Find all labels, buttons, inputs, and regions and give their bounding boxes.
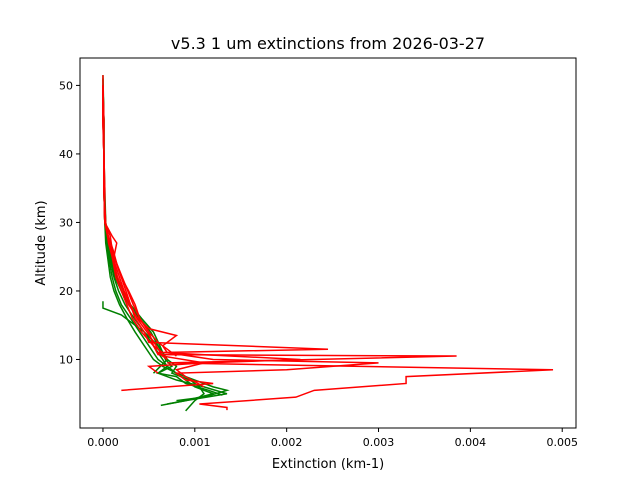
series-line-red-11 bbox=[102, 99, 177, 357]
series-line-red-10 bbox=[102, 85, 205, 388]
y-tick-label: 50 bbox=[59, 79, 73, 92]
plot-lines bbox=[102, 75, 554, 412]
y-tick-label: 30 bbox=[59, 216, 73, 229]
x-tick-label: 0.002 bbox=[271, 436, 303, 449]
x-tick-label: 0.003 bbox=[363, 436, 395, 449]
axes-frame bbox=[79, 57, 577, 429]
series-line-green-4 bbox=[102, 92, 223, 396]
x-tick-label: 0.000 bbox=[87, 436, 119, 449]
x-ticks: 0.000 0.001 0.002 0.003 0.004 0.005 bbox=[87, 428, 578, 449]
y-tick-label: 40 bbox=[59, 148, 73, 161]
y-tick-label: 20 bbox=[59, 285, 73, 298]
x-tick-label: 0.005 bbox=[546, 436, 578, 449]
series-line-red-9 bbox=[102, 92, 301, 374]
y-tick-label: 10 bbox=[59, 353, 73, 366]
x-tick-label: 0.004 bbox=[455, 436, 487, 449]
y-ticks: 10 20 30 40 50 bbox=[59, 79, 80, 366]
x-tick-label: 0.001 bbox=[179, 436, 211, 449]
x-axis-label: Extinction (km-1) bbox=[272, 457, 384, 472]
chart-title: v5.3 1 um extinctions from 2026-03-27 bbox=[171, 34, 485, 53]
y-axis-label: Altitude (km) bbox=[34, 200, 49, 285]
